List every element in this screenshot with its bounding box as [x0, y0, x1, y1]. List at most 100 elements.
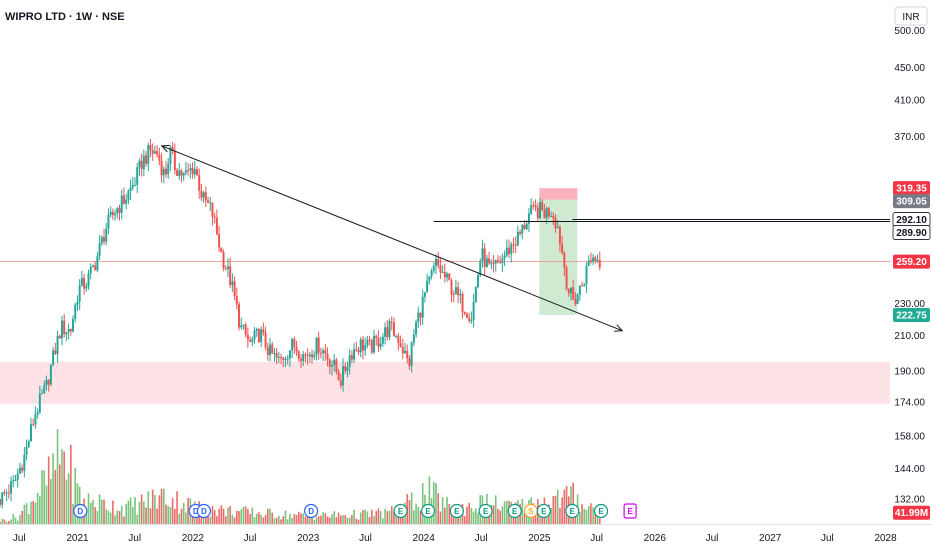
volume-bar	[302, 513, 305, 524]
candle-body	[288, 350, 291, 359]
volume-bar	[72, 503, 74, 524]
event-marker-dividend[interactable]: D	[304, 503, 319, 519]
candle-body	[434, 258, 437, 267]
volume-bar	[373, 515, 375, 524]
volume-bar	[563, 489, 566, 524]
event-marker-future_earnings[interactable]: E	[623, 503, 637, 519]
time-tick-label: Jul	[244, 533, 257, 544]
candle-body	[439, 265, 442, 273]
volume-bar	[289, 513, 291, 524]
candle-body	[299, 358, 302, 362]
currency-button-frame[interactable]	[894, 6, 928, 26]
event-badge-earnings[interactable]	[478, 503, 493, 519]
price-tag-label: 259.20	[896, 257, 927, 268]
volume-bar	[39, 495, 41, 524]
volume-bar	[147, 491, 150, 524]
price-tag-volume: 41.99M	[893, 505, 930, 520]
event-badge-future_earnings[interactable]	[623, 503, 637, 519]
candle-body	[204, 192, 207, 201]
event-marker-earnings[interactable]: E	[449, 503, 464, 519]
event-badge-dividend[interactable]	[304, 503, 319, 519]
volume-bar	[523, 513, 526, 524]
event-marker-dividend[interactable]: D	[196, 503, 212, 519]
candle-body	[164, 168, 167, 175]
volume-bar	[280, 519, 282, 524]
event-label: D	[201, 507, 207, 516]
event-badge-earnings[interactable]	[449, 503, 464, 519]
volume-bar	[101, 499, 103, 524]
volume-bar	[581, 504, 583, 524]
candle-body	[401, 346, 404, 354]
volume-bar	[25, 503, 28, 524]
volume-bar	[408, 500, 411, 524]
event-marker-earnings[interactable]: E	[565, 503, 580, 519]
time-tick-label: 2023	[297, 533, 320, 544]
price-tick-label: 174.00	[894, 397, 925, 408]
event-marker-earnings[interactable]: E	[478, 503, 493, 519]
candle-body	[264, 332, 267, 348]
candle-body	[381, 336, 384, 344]
volume-bar	[590, 503, 592, 524]
candle-body	[149, 145, 152, 151]
candle-body	[54, 350, 57, 354]
event-badge-earnings[interactable]	[420, 503, 436, 519]
candle-body	[36, 412, 39, 415]
event-badge-earnings[interactable]	[565, 503, 580, 519]
candles-layer	[0, 138, 601, 509]
candle-body	[592, 257, 595, 262]
event-label: D	[308, 507, 314, 516]
candle-body	[472, 302, 475, 321]
candle-body	[572, 287, 575, 300]
drawings-layer[interactable]	[160, 144, 890, 332]
event-marker-earnings[interactable]: E	[536, 503, 551, 519]
candle-body	[324, 350, 327, 354]
volume-bar	[293, 514, 296, 524]
event-badge-dividend[interactable]	[196, 503, 212, 519]
event-marker-split[interactable]: S	[523, 503, 538, 519]
candle-body	[375, 335, 378, 338]
event-badge-earnings[interactable]	[507, 503, 522, 519]
event-marker-dividend[interactable]: D	[73, 503, 88, 519]
event-marker-earnings[interactable]: E	[507, 503, 522, 519]
candle-body	[412, 334, 415, 343]
volume-bar	[331, 514, 333, 524]
volume-bar	[362, 510, 364, 524]
event-marker-earnings[interactable]: E	[393, 503, 408, 519]
price-tick-label: 158.00	[894, 431, 925, 442]
volume-bar	[395, 516, 397, 524]
volume-bar	[583, 508, 586, 524]
price-tag-level: 289.90	[892, 225, 931, 240]
volume-bar	[76, 483, 79, 524]
trendline-arrow-end	[614, 324, 624, 332]
candle-body	[561, 244, 564, 253]
currency-button[interactable]: INR	[894, 6, 928, 26]
candle-body	[277, 356, 280, 358]
candle-body	[567, 289, 570, 294]
candle-body	[532, 205, 535, 207]
event-badge-earnings[interactable]	[393, 503, 408, 519]
event-badge-earnings[interactable]	[593, 503, 609, 519]
volume-bar	[98, 494, 101, 524]
volume-bar	[134, 497, 136, 524]
volume-bar	[27, 514, 30, 524]
volume-bar	[315, 517, 318, 524]
volume-bar	[463, 516, 466, 524]
event-marker-earnings[interactable]: E	[420, 503, 436, 519]
candle-body	[452, 294, 455, 296]
volume-bar	[109, 512, 112, 524]
volume-bar	[565, 485, 568, 524]
price-axis-panel[interactable]	[890, 0, 932, 550]
candle-body	[78, 285, 81, 302]
candle-body	[361, 339, 364, 351]
event-marker-earnings[interactable]: E	[593, 503, 609, 519]
candle-body	[536, 207, 539, 219]
trendline[interactable]	[161, 145, 623, 332]
candle-body	[463, 312, 466, 314]
event-badge-dividend[interactable]	[73, 503, 88, 519]
candle-body	[388, 321, 391, 338]
candle-body	[134, 184, 137, 186]
event-badge-earnings[interactable]	[536, 503, 551, 519]
volume-bar	[216, 516, 218, 524]
